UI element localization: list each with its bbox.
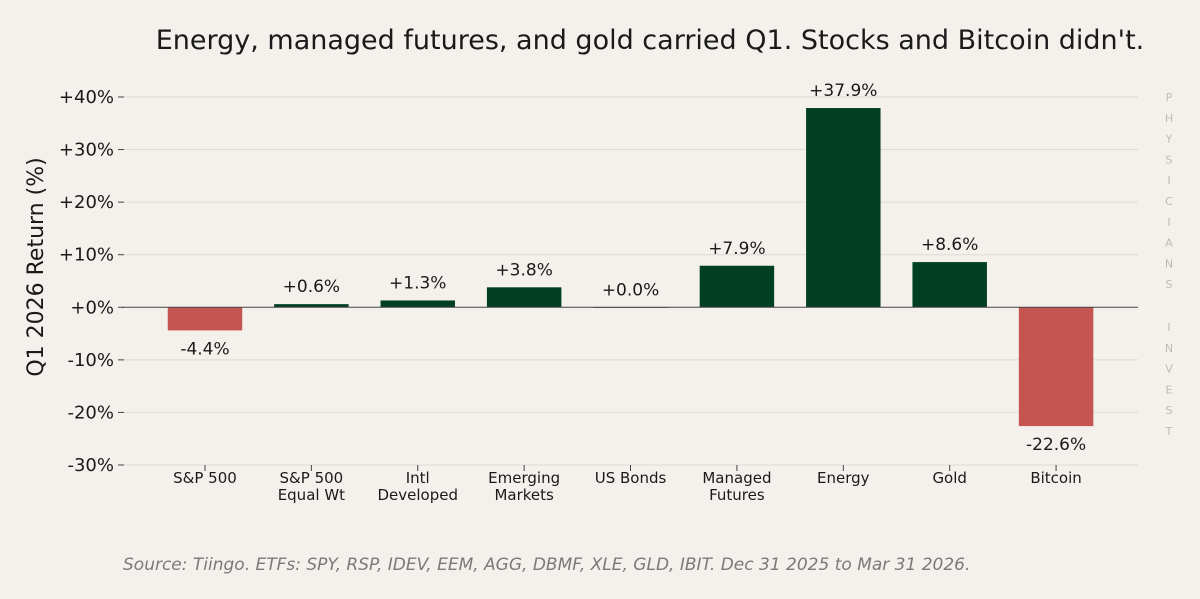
- watermark-letter: A: [1165, 237, 1173, 250]
- watermark-letter: P: [1166, 91, 1173, 104]
- watermark-letter: I: [1167, 174, 1170, 187]
- y-tick-label: +0%: [70, 297, 114, 318]
- y-axis: +40% +30% +20% +10% +0% -10% -20% -30%: [59, 87, 124, 476]
- x-tick-label: Emerging Markets: [488, 469, 560, 504]
- data-label: +37.9%: [809, 81, 877, 101]
- data-labels: -4.4% +0.6% +1.3% +3.8% +0.0% +7.9% +37.9% +8.6…: [180, 81, 1086, 455]
- data-label: +1.3%: [389, 273, 446, 293]
- y-axis-label: Q1 2026 Return (%): [24, 157, 49, 376]
- watermark-letter: S: [1166, 404, 1173, 417]
- y-tick-label: -20%: [67, 402, 114, 423]
- y-tick-label: +20%: [59, 192, 114, 213]
- y-tick-label: +30%: [59, 140, 114, 161]
- x-tick-label: US Bonds: [595, 469, 667, 487]
- watermark-letter: N: [1165, 342, 1173, 355]
- bar: [380, 300, 455, 308]
- x-tick-label: Energy: [817, 469, 870, 487]
- x-tick-label: Bitcoin: [1030, 469, 1081, 487]
- data-label: +3.8%: [495, 260, 552, 280]
- bar: [167, 307, 243, 331]
- watermark-letter: I: [1167, 321, 1170, 334]
- chart-title: Energy, managed futures, and gold carrie…: [156, 25, 1145, 56]
- data-label: +7.9%: [708, 239, 765, 259]
- x-tick-label: Managed Futures: [702, 469, 771, 504]
- watermark-letter: S: [1166, 278, 1173, 291]
- watermark-letter: N: [1165, 257, 1173, 270]
- watermark-letter: S: [1166, 153, 1173, 166]
- x-tick-label: S&P 500: [173, 469, 237, 487]
- bar: [1018, 307, 1094, 427]
- data-label: +0.6%: [283, 277, 340, 297]
- bar: [699, 265, 775, 308]
- y-tick-label: +10%: [59, 245, 114, 266]
- watermark-letter: E: [1166, 383, 1173, 396]
- watermark-letter: H: [1165, 112, 1173, 125]
- bar: [912, 262, 987, 308]
- data-label: -22.6%: [1026, 435, 1086, 455]
- y-tick-label: -10%: [67, 350, 114, 371]
- source-note: Source: Tiingo. ETFs: SPY, RSP, IDEV, EE…: [123, 555, 970, 575]
- grid-lines: [122, 96, 1138, 466]
- y-tick-label: +40%: [59, 87, 114, 108]
- data-label: -4.4%: [180, 339, 229, 359]
- data-label: +8.6%: [921, 235, 978, 255]
- y-tick-label: -30%: [67, 455, 114, 476]
- bar: [806, 108, 881, 308]
- data-label: +0.0%: [602, 280, 659, 300]
- watermark-letter: C: [1165, 195, 1173, 208]
- watermark-letter: V: [1165, 363, 1173, 376]
- bars: [167, 108, 1094, 427]
- watermark-letter: T: [1165, 425, 1173, 438]
- x-tick-label: S&P 500 Equal Wt: [278, 469, 345, 504]
- x-axis: S&P 500 S&P 500 Equal Wt Intl Developed Emerg…: [173, 465, 1082, 504]
- x-tick-label: Intl Developed: [377, 469, 458, 504]
- bar: [274, 304, 349, 308]
- bar: [486, 287, 562, 308]
- watermark-letter: I: [1167, 216, 1170, 229]
- x-tick-label: Gold: [932, 469, 967, 487]
- watermark-letter: Y: [1165, 133, 1173, 146]
